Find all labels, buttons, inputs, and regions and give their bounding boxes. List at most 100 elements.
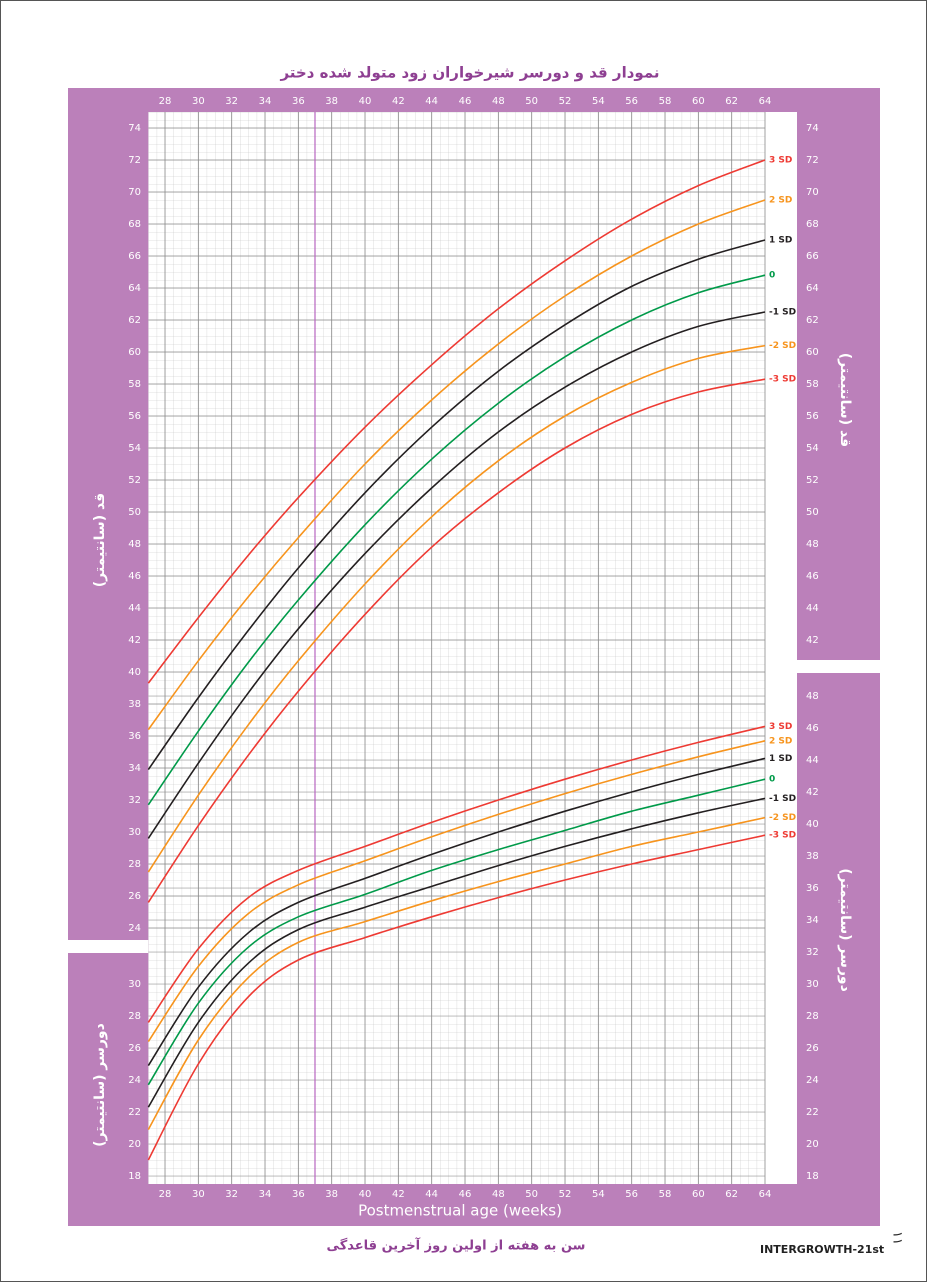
y-tick-label: 70 (128, 187, 141, 198)
x-tick-label: 64 (759, 1189, 772, 1200)
series-line (147, 778, 766, 1086)
x-tick-label: 56 (625, 96, 638, 107)
series-label: 1 SD (769, 236, 792, 246)
x-tick-label: 64 (759, 96, 772, 107)
page-number: ۱۱ (890, 1231, 905, 1245)
series-line (147, 311, 766, 839)
x-tick-label: 40 (359, 96, 372, 107)
y-tick-label: 48 (806, 539, 819, 550)
y2-tick-label: 20 (806, 1139, 819, 1150)
y2-tick-label: 36 (806, 883, 819, 894)
y-tick-label: 34 (128, 763, 141, 774)
series-label: 2 SD (769, 196, 792, 206)
y-tick-label: 74 (806, 123, 819, 134)
y-tick-label: 62 (128, 315, 141, 326)
x-tick-label: 46 (459, 96, 472, 107)
y2-tick-label: 46 (806, 723, 819, 734)
y2-tick-label: 18 (806, 1171, 819, 1182)
y-tick-label: 56 (128, 411, 141, 422)
y-tick-label: 60 (806, 347, 819, 358)
series-line (147, 239, 766, 771)
series-label: 0 (769, 775, 775, 785)
y-tick-label: 32 (128, 795, 141, 806)
series-line (147, 757, 766, 1067)
y2-tick-label: 26 (128, 1043, 141, 1054)
series-label: 0 (769, 271, 775, 281)
series-label: -2 SD (769, 813, 796, 823)
x-tick-label: 50 (525, 96, 538, 107)
y2-tick-label: 30 (128, 979, 141, 990)
y2-tick-label: 30 (806, 979, 819, 990)
series-line (147, 344, 766, 873)
y-tick-label: 56 (806, 411, 819, 422)
x-tick-label: 44 (425, 1189, 438, 1200)
y-tick-label: 38 (128, 699, 141, 710)
x-tick-label: 32 (225, 96, 238, 107)
x-tick-label: 48 (492, 96, 505, 107)
x-tick-label: 30 (192, 1189, 205, 1200)
x-tick-label: 32 (225, 1189, 238, 1200)
y2-tick-label: 24 (806, 1075, 819, 1086)
y2-axis-label: دورسر (سانتیمتر) (837, 868, 853, 992)
y-tick-label: 72 (806, 155, 819, 166)
x-tick-label: 28 (159, 96, 172, 107)
x-tick-label: 44 (425, 96, 438, 107)
y-tick-label: 64 (806, 283, 819, 294)
x-tick-label: 62 (725, 1189, 738, 1200)
y2-axis-label: دورسر (سانتیمتر) (92, 1023, 108, 1147)
series-label: 3 SD (769, 156, 792, 166)
y-tick-label: 62 (806, 315, 819, 326)
y-tick-label: 66 (128, 251, 141, 262)
series-line (147, 159, 766, 684)
y-tick-label: 54 (806, 443, 819, 454)
y-tick-label: 36 (128, 731, 141, 742)
y2-tick-label: 18 (128, 1171, 141, 1182)
y-tick-label: 42 (806, 635, 819, 646)
x-tick-label: 36 (292, 96, 305, 107)
y2-tick-label: 44 (806, 755, 819, 766)
x-tick-label: 54 (592, 96, 605, 107)
y-tick-label: 50 (128, 507, 141, 518)
series-line (147, 797, 766, 1108)
x-tick-label: 48 (492, 1189, 505, 1200)
x-tick-label: 36 (292, 1189, 305, 1200)
series-line (147, 274, 766, 806)
x-tick-label: 38 (325, 96, 338, 107)
y-tick-label: 48 (128, 539, 141, 550)
y-tick-label: 44 (128, 603, 141, 614)
y-tick-label: 50 (806, 507, 819, 518)
y-tick-label: 52 (806, 475, 819, 486)
y2-tick-label: 24 (128, 1075, 141, 1086)
x-tick-label: 52 (559, 1189, 572, 1200)
x-tick-label: 34 (259, 1189, 272, 1200)
y2-tick-label: 28 (128, 1011, 141, 1022)
series-label: 3 SD (769, 722, 792, 732)
series-line (147, 199, 766, 731)
x-tick-label: 42 (392, 1189, 405, 1200)
y-tick-label: 64 (128, 283, 141, 294)
x-tick-label: 60 (692, 1189, 705, 1200)
x-tick-label: 42 (392, 96, 405, 107)
x-axis-label: Postmenstrual age (weeks) (358, 1202, 562, 1220)
y-axis-label: قد (سانتیمتر) (92, 493, 108, 587)
y2-tick-label: 42 (806, 787, 819, 798)
y-tick-label: 72 (128, 155, 141, 166)
y-tick-label: 46 (128, 571, 141, 582)
x-tick-label: 60 (692, 96, 705, 107)
y-tick-label: 26 (128, 891, 141, 902)
y-tick-label: 60 (128, 347, 141, 358)
y2-tick-label: 32 (806, 947, 819, 958)
series-label: -2 SD (769, 341, 796, 351)
x-tick-label: 40 (359, 1189, 372, 1200)
y-tick-label: 68 (128, 219, 141, 230)
y-tick-label: 40 (128, 667, 141, 678)
y2-tick-label: 38 (806, 851, 819, 862)
footer: INTERGROWTH-21st (760, 1243, 884, 1256)
x-tick-label: 50 (525, 1189, 538, 1200)
y2-tick-label: 40 (806, 819, 819, 830)
y-tick-label: 74 (128, 123, 141, 134)
y-axis-label: قد (سانتیمتر) (837, 353, 853, 447)
y-tick-label: 70 (806, 187, 819, 198)
y-tick-label: 24 (128, 923, 141, 934)
